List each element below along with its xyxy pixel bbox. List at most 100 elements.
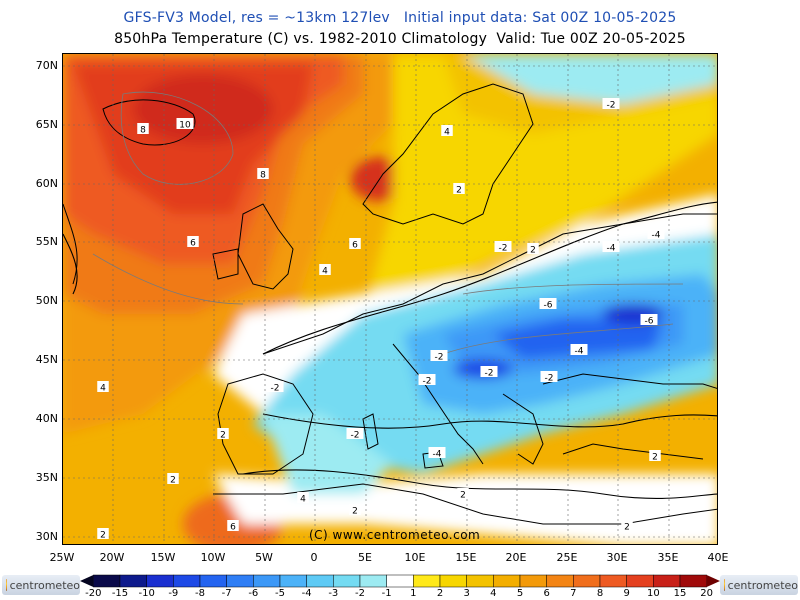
contour-label-box bbox=[319, 264, 331, 275]
contour-label: 4 bbox=[100, 384, 106, 394]
contour-label: 2 bbox=[170, 476, 176, 486]
contour-label-box bbox=[176, 118, 194, 129]
contour-label: -2 bbox=[545, 374, 554, 384]
lon-label: 20E bbox=[505, 551, 527, 564]
contour-label-box bbox=[346, 428, 364, 439]
lon-label: 40E bbox=[707, 551, 729, 564]
lat-label: 50N bbox=[35, 294, 58, 307]
contour-label-box bbox=[349, 238, 361, 249]
isotherm-contours bbox=[92, 91, 684, 355]
colorbar-label: 5 bbox=[516, 588, 524, 599]
colorbar-swatch bbox=[653, 574, 681, 588]
colorbar-label: -7 bbox=[221, 588, 232, 599]
contour-label: 6 bbox=[230, 523, 236, 533]
lat-label: 60N bbox=[35, 177, 58, 190]
colorbar-swatch bbox=[573, 574, 601, 588]
map-title-line2: 850hPa Temperature (C) vs. 1982-2010 Cli… bbox=[114, 31, 686, 47]
lat-label: 65N bbox=[35, 118, 58, 131]
colorbar-swatch bbox=[253, 574, 281, 588]
colorbar-swatch bbox=[493, 574, 521, 588]
lon-label: 15W bbox=[150, 551, 176, 564]
anomaly-shading bbox=[63, 54, 717, 544]
contour-label-box bbox=[430, 350, 448, 361]
lon-label: 15E bbox=[455, 551, 477, 564]
colorbar-label: 8 bbox=[596, 588, 604, 599]
colorbar-label: 2 bbox=[436, 588, 444, 599]
colorbar-swatch bbox=[119, 574, 147, 588]
lon-label: 30E bbox=[606, 551, 628, 564]
contour-label-box bbox=[97, 528, 109, 539]
colorbar-label: -9 bbox=[168, 588, 179, 599]
colorbar-swatch bbox=[279, 574, 307, 588]
contour-label: 4 bbox=[300, 495, 306, 505]
contour-label-box bbox=[167, 473, 179, 484]
colorbar-label: -2 bbox=[355, 588, 365, 599]
lon-label: 5E bbox=[358, 551, 372, 564]
lon-label: 20W bbox=[99, 551, 125, 564]
contour-label: 6 bbox=[352, 241, 358, 251]
contour-label: 2 bbox=[352, 507, 358, 517]
colorbar-swatch bbox=[626, 574, 654, 588]
contour-label-box bbox=[602, 241, 620, 252]
lat-label: 45N bbox=[35, 353, 58, 366]
contour-label-box bbox=[480, 366, 498, 377]
contour-label: -4 bbox=[575, 347, 584, 357]
colorbar-swatch bbox=[679, 574, 707, 588]
colorbar-label: 1 bbox=[410, 588, 417, 599]
colorbar-label: 20 bbox=[700, 588, 714, 599]
contour-label-box bbox=[137, 123, 149, 134]
colorbar-min-arrow bbox=[80, 575, 94, 587]
logo-icon bbox=[724, 579, 725, 591]
colorbar-label: -15 bbox=[111, 588, 129, 599]
contour-label: -4 bbox=[433, 450, 442, 460]
copyright-credit: (C) www.centrometeo.com bbox=[309, 528, 481, 542]
contour-label-box bbox=[527, 243, 539, 254]
contour-label: 2 bbox=[460, 491, 466, 501]
colorbar-swatch bbox=[466, 574, 494, 588]
contour-label-box bbox=[349, 504, 361, 515]
colorbar-label: 9 bbox=[623, 588, 630, 599]
colorbar-swatch bbox=[226, 574, 254, 588]
colorbar-swatch bbox=[146, 574, 174, 588]
lon-label: 10E bbox=[404, 551, 426, 564]
contour-label: 4 bbox=[444, 128, 450, 138]
contour-label-box bbox=[428, 447, 446, 458]
contour-label: -2 bbox=[607, 101, 616, 111]
contour-label: -2 bbox=[485, 369, 494, 379]
colorbar-label: -6 bbox=[248, 588, 259, 599]
contour-label-box bbox=[266, 381, 284, 392]
contour-label-box bbox=[621, 520, 633, 531]
colorbar-label: -10 bbox=[138, 588, 155, 599]
contour-label-box bbox=[97, 381, 109, 392]
contour-label: -2 bbox=[271, 384, 280, 394]
colorbar-label: 3 bbox=[463, 588, 470, 599]
contour-label-box bbox=[257, 168, 269, 179]
contour-label: -6 bbox=[645, 317, 654, 327]
lon-label: 25E bbox=[556, 551, 578, 564]
colorbar-max-arrow bbox=[706, 575, 720, 587]
contour-label-box bbox=[297, 492, 309, 503]
contour-label: 2 bbox=[530, 246, 536, 256]
lon-label: 35E bbox=[657, 551, 679, 564]
colorbar-label: -3 bbox=[328, 588, 339, 599]
contour-label: 2 bbox=[652, 453, 658, 463]
colorbar-swatch bbox=[599, 574, 627, 588]
colorbar-swatch bbox=[199, 574, 227, 588]
contour-label: -2 bbox=[435, 353, 444, 363]
contour-label: 2 bbox=[100, 531, 106, 541]
colorbar-label: 15 bbox=[673, 588, 687, 599]
temperature-anomaly-map: 8 10 8 6 6 4 4 2 2 4 2 4 6 2 2 -2 -2 -4 -2 -4 -6 -6 -4 -2 -2 -4 -2… bbox=[62, 53, 718, 545]
contour-label-box bbox=[494, 241, 512, 252]
contour-label: -2 bbox=[423, 377, 432, 387]
lon-label: 0 bbox=[310, 551, 318, 564]
colorbar-swatch bbox=[333, 574, 361, 588]
centrometeo-logo-right: centrometeo bbox=[720, 575, 798, 595]
contour-label-box bbox=[418, 374, 436, 385]
contour-label-box bbox=[453, 183, 465, 194]
lon-label: 10W bbox=[200, 551, 226, 564]
colorbar-swatch bbox=[359, 574, 387, 588]
colorbar bbox=[80, 574, 720, 588]
contour-label: -2 bbox=[351, 431, 360, 441]
contour-label: 2 bbox=[624, 523, 630, 533]
map-title-line1: GFS-FV3 Model, res = ~13km 127lev Initia… bbox=[123, 10, 677, 26]
